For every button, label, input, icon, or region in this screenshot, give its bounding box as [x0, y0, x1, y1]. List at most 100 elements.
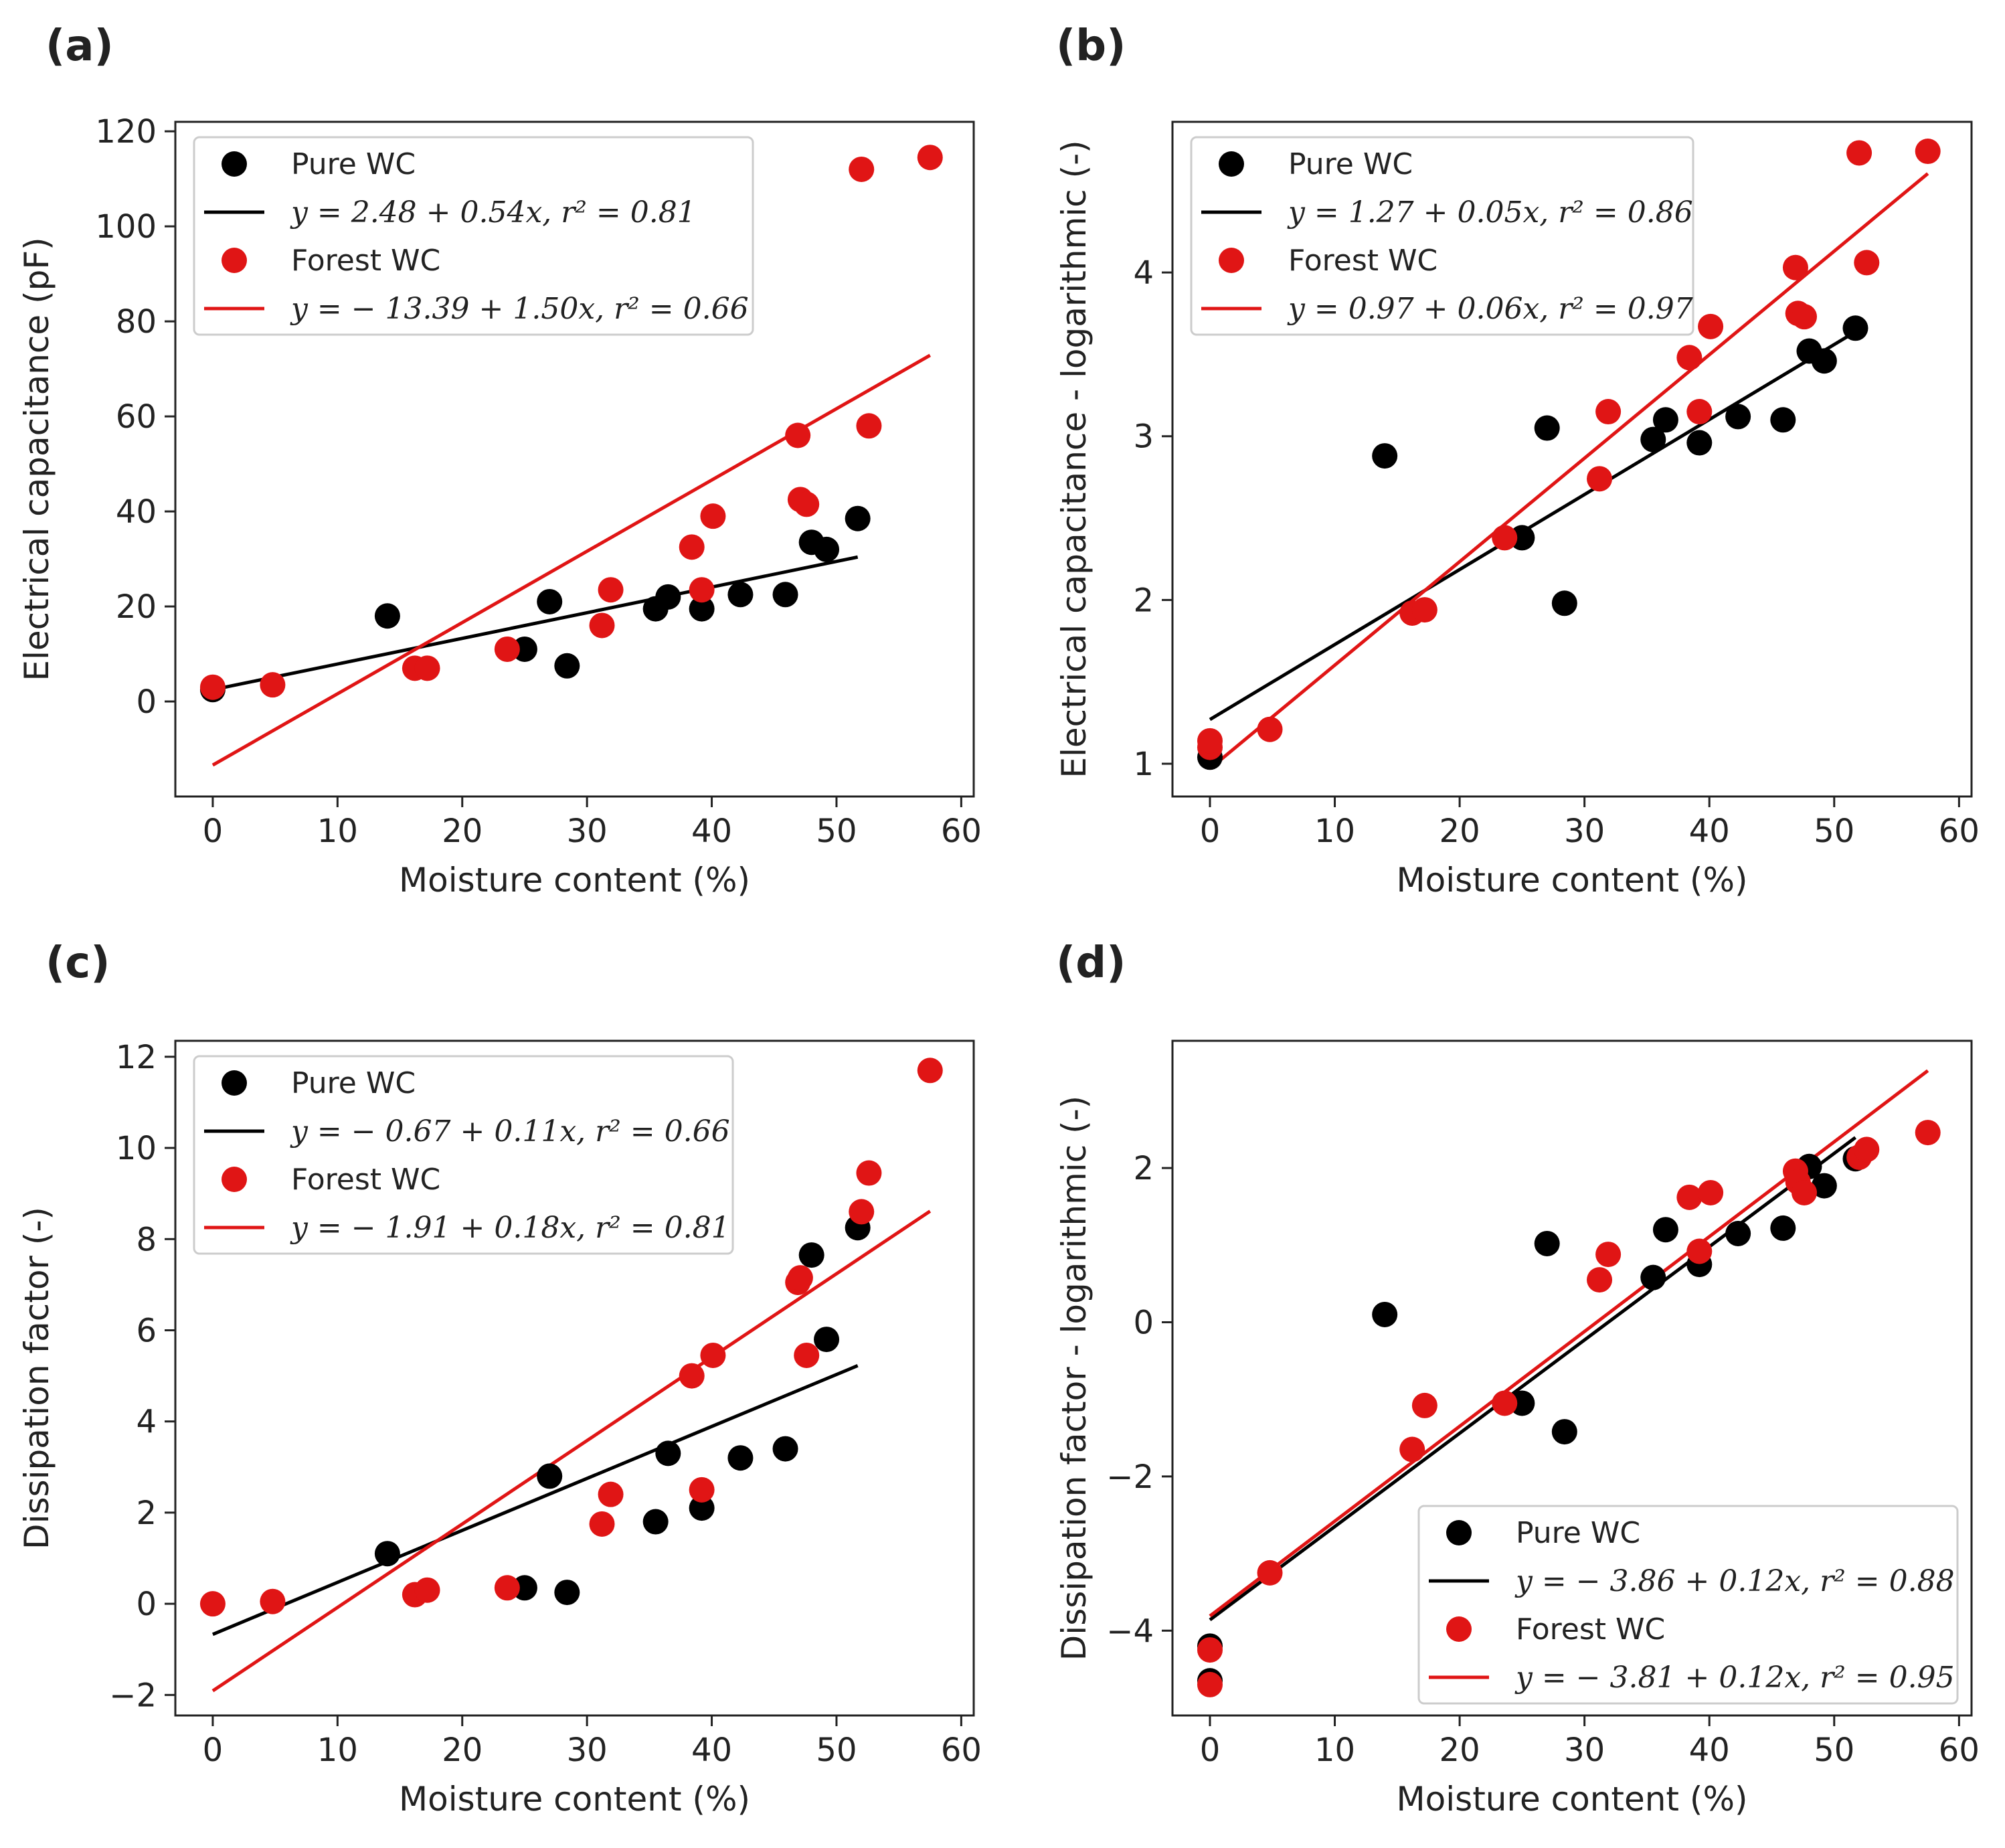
x-tick-label: 60 [941, 1732, 982, 1769]
data-point-pure-wc [1842, 315, 1868, 341]
y-tick-label: 4 [1133, 254, 1154, 292]
data-point-forest-wc [1595, 399, 1622, 425]
x-axis-label: Moisture content (%) [1397, 861, 1748, 900]
x-tick-label: 40 [691, 813, 732, 850]
legend-marker-pure-wc [1219, 151, 1244, 177]
y-tick-label: 20 [116, 588, 157, 626]
x-axis-label: Moisture content (%) [399, 861, 750, 900]
data-point-forest-wc [589, 1511, 615, 1537]
data-point-pure-wc [511, 636, 537, 662]
y-tick-label: 3 [1133, 418, 1154, 456]
data-point-forest-wc [1257, 716, 1283, 742]
data-point-forest-wc [856, 1160, 882, 1186]
data-point-pure-wc [511, 1575, 537, 1601]
legend-marker-pure-wc [222, 1070, 247, 1096]
x-tick-label: 60 [1939, 1732, 1980, 1769]
x-axis-label: Moisture content (%) [399, 1780, 750, 1819]
data-point-forest-wc [1698, 313, 1724, 339]
data-point-forest-wc [689, 577, 715, 603]
data-point-forest-wc [199, 1591, 226, 1617]
data-point-forest-wc [1676, 345, 1703, 371]
data-point-forest-wc [1399, 1436, 1425, 1462]
data-point-forest-wc [849, 1199, 875, 1225]
data-point-pure-wc [772, 582, 798, 608]
data-point-pure-wc [1509, 525, 1535, 551]
x-tick-label: 0 [203, 1732, 224, 1769]
legend-frame [193, 136, 754, 336]
x-tick-label: 30 [1564, 813, 1605, 850]
legend: Pure WC y = 1.27 + 0.05x, r² = 0.86 Forest… [1190, 136, 1694, 336]
x-tick-label: 10 [1314, 1732, 1355, 1769]
legend-equation-pure-wc: y = 1.27 + 0.05x, r² = 0.86 [1287, 195, 1693, 230]
y-tick-label: 10 [116, 1130, 157, 1167]
legend-marker-forest-wc [222, 248, 247, 273]
data-point-forest-wc [917, 1058, 943, 1084]
x-tick-label: 50 [1814, 813, 1854, 850]
y-tick-label: 2 [1133, 1150, 1154, 1187]
data-point-pure-wc [1551, 1419, 1577, 1445]
x-tick-label: 40 [691, 1732, 732, 1769]
x-tick-label: 20 [442, 1732, 483, 1769]
x-tick-label: 0 [1200, 813, 1221, 850]
data-point-forest-wc [1782, 254, 1808, 280]
data-point-forest-wc [1411, 1392, 1437, 1418]
x-tick-label: 30 [567, 1732, 608, 1769]
fit-line-pure-wc [211, 1364, 859, 1636]
panel-label: (a) [46, 21, 114, 71]
x-tick-label: 0 [203, 813, 224, 850]
x-tick-label: 60 [1939, 813, 1980, 850]
x-tick-label: 10 [317, 813, 358, 850]
data-point-forest-wc [1686, 1238, 1713, 1264]
data-point-pure-wc [1770, 407, 1796, 433]
legend: Pure WC y = − 3.86 + 0.12x, r² = 0.88 Fore… [1417, 1505, 1959, 1705]
data-point-pure-wc [655, 584, 681, 610]
panel-label: (c) [46, 938, 110, 988]
x-tick-label: 60 [941, 813, 982, 850]
data-point-forest-wc [1492, 1390, 1518, 1416]
legend-label-forest-wc: Forest WC [291, 1163, 440, 1197]
data-point-pure-wc [798, 1242, 824, 1268]
x-tick-label: 10 [1314, 813, 1355, 850]
x-axis-label: Moisture content (%) [1397, 1780, 1748, 1819]
data-point-forest-wc [414, 1577, 440, 1603]
y-tick-label: 80 [116, 303, 157, 341]
plot-frame [174, 1039, 975, 1717]
legend-marker-forest-wc [1219, 248, 1244, 273]
y-tick-label: 0 [1133, 1304, 1154, 1341]
legend-marker-pure-wc [222, 151, 247, 177]
data-point-pure-wc [689, 1495, 715, 1521]
data-point-pure-wc [1509, 1390, 1535, 1416]
legend-marker-pure-wc [1446, 1520, 1472, 1545]
y-tick-label: 2 [136, 1495, 157, 1532]
plot-frame [1171, 120, 1973, 798]
legend-frame [1417, 1505, 1959, 1705]
data-point-pure-wc [727, 1445, 754, 1471]
data-point-forest-wc [260, 1588, 286, 1614]
y-tick-label: 0 [136, 1586, 157, 1623]
y-tick-label: 4 [136, 1404, 157, 1441]
legend-equation-forest-wc: y = − 13.39 + 1.50x, r² = 0.66 [290, 292, 749, 326]
fit-line-pure-wc [212, 555, 859, 691]
plot-frame [174, 120, 975, 798]
y-tick-label: 12 [116, 1039, 157, 1076]
data-point-forest-wc [794, 491, 820, 517]
x-tick-label: 10 [317, 1732, 358, 1769]
x-tick-label: 40 [1689, 813, 1730, 850]
data-point-pure-wc [727, 582, 754, 608]
data-point-forest-wc [700, 503, 726, 529]
legend-frame [193, 1055, 734, 1255]
fit-line-pure-wc [1209, 1136, 1856, 1622]
legend-equation-forest-wc: y = − 1.91 + 0.18x, r² = 0.81 [290, 1211, 730, 1245]
data-point-forest-wc [1854, 1137, 1880, 1163]
data-point-forest-wc [679, 1363, 705, 1389]
data-point-forest-wc [1854, 250, 1880, 276]
data-point-forest-wc [1197, 728, 1223, 754]
data-point-forest-wc [700, 1342, 726, 1368]
y-tick-label: 60 [116, 398, 157, 436]
data-point-pure-wc [374, 1541, 400, 1567]
y-tick-label: 0 [136, 683, 157, 721]
data-point-forest-wc [1197, 1671, 1223, 1697]
legend-equation-pure-wc: y = − 0.67 + 0.11x, r² = 0.66 [290, 1114, 730, 1149]
plot-area [1197, 1069, 1941, 1697]
